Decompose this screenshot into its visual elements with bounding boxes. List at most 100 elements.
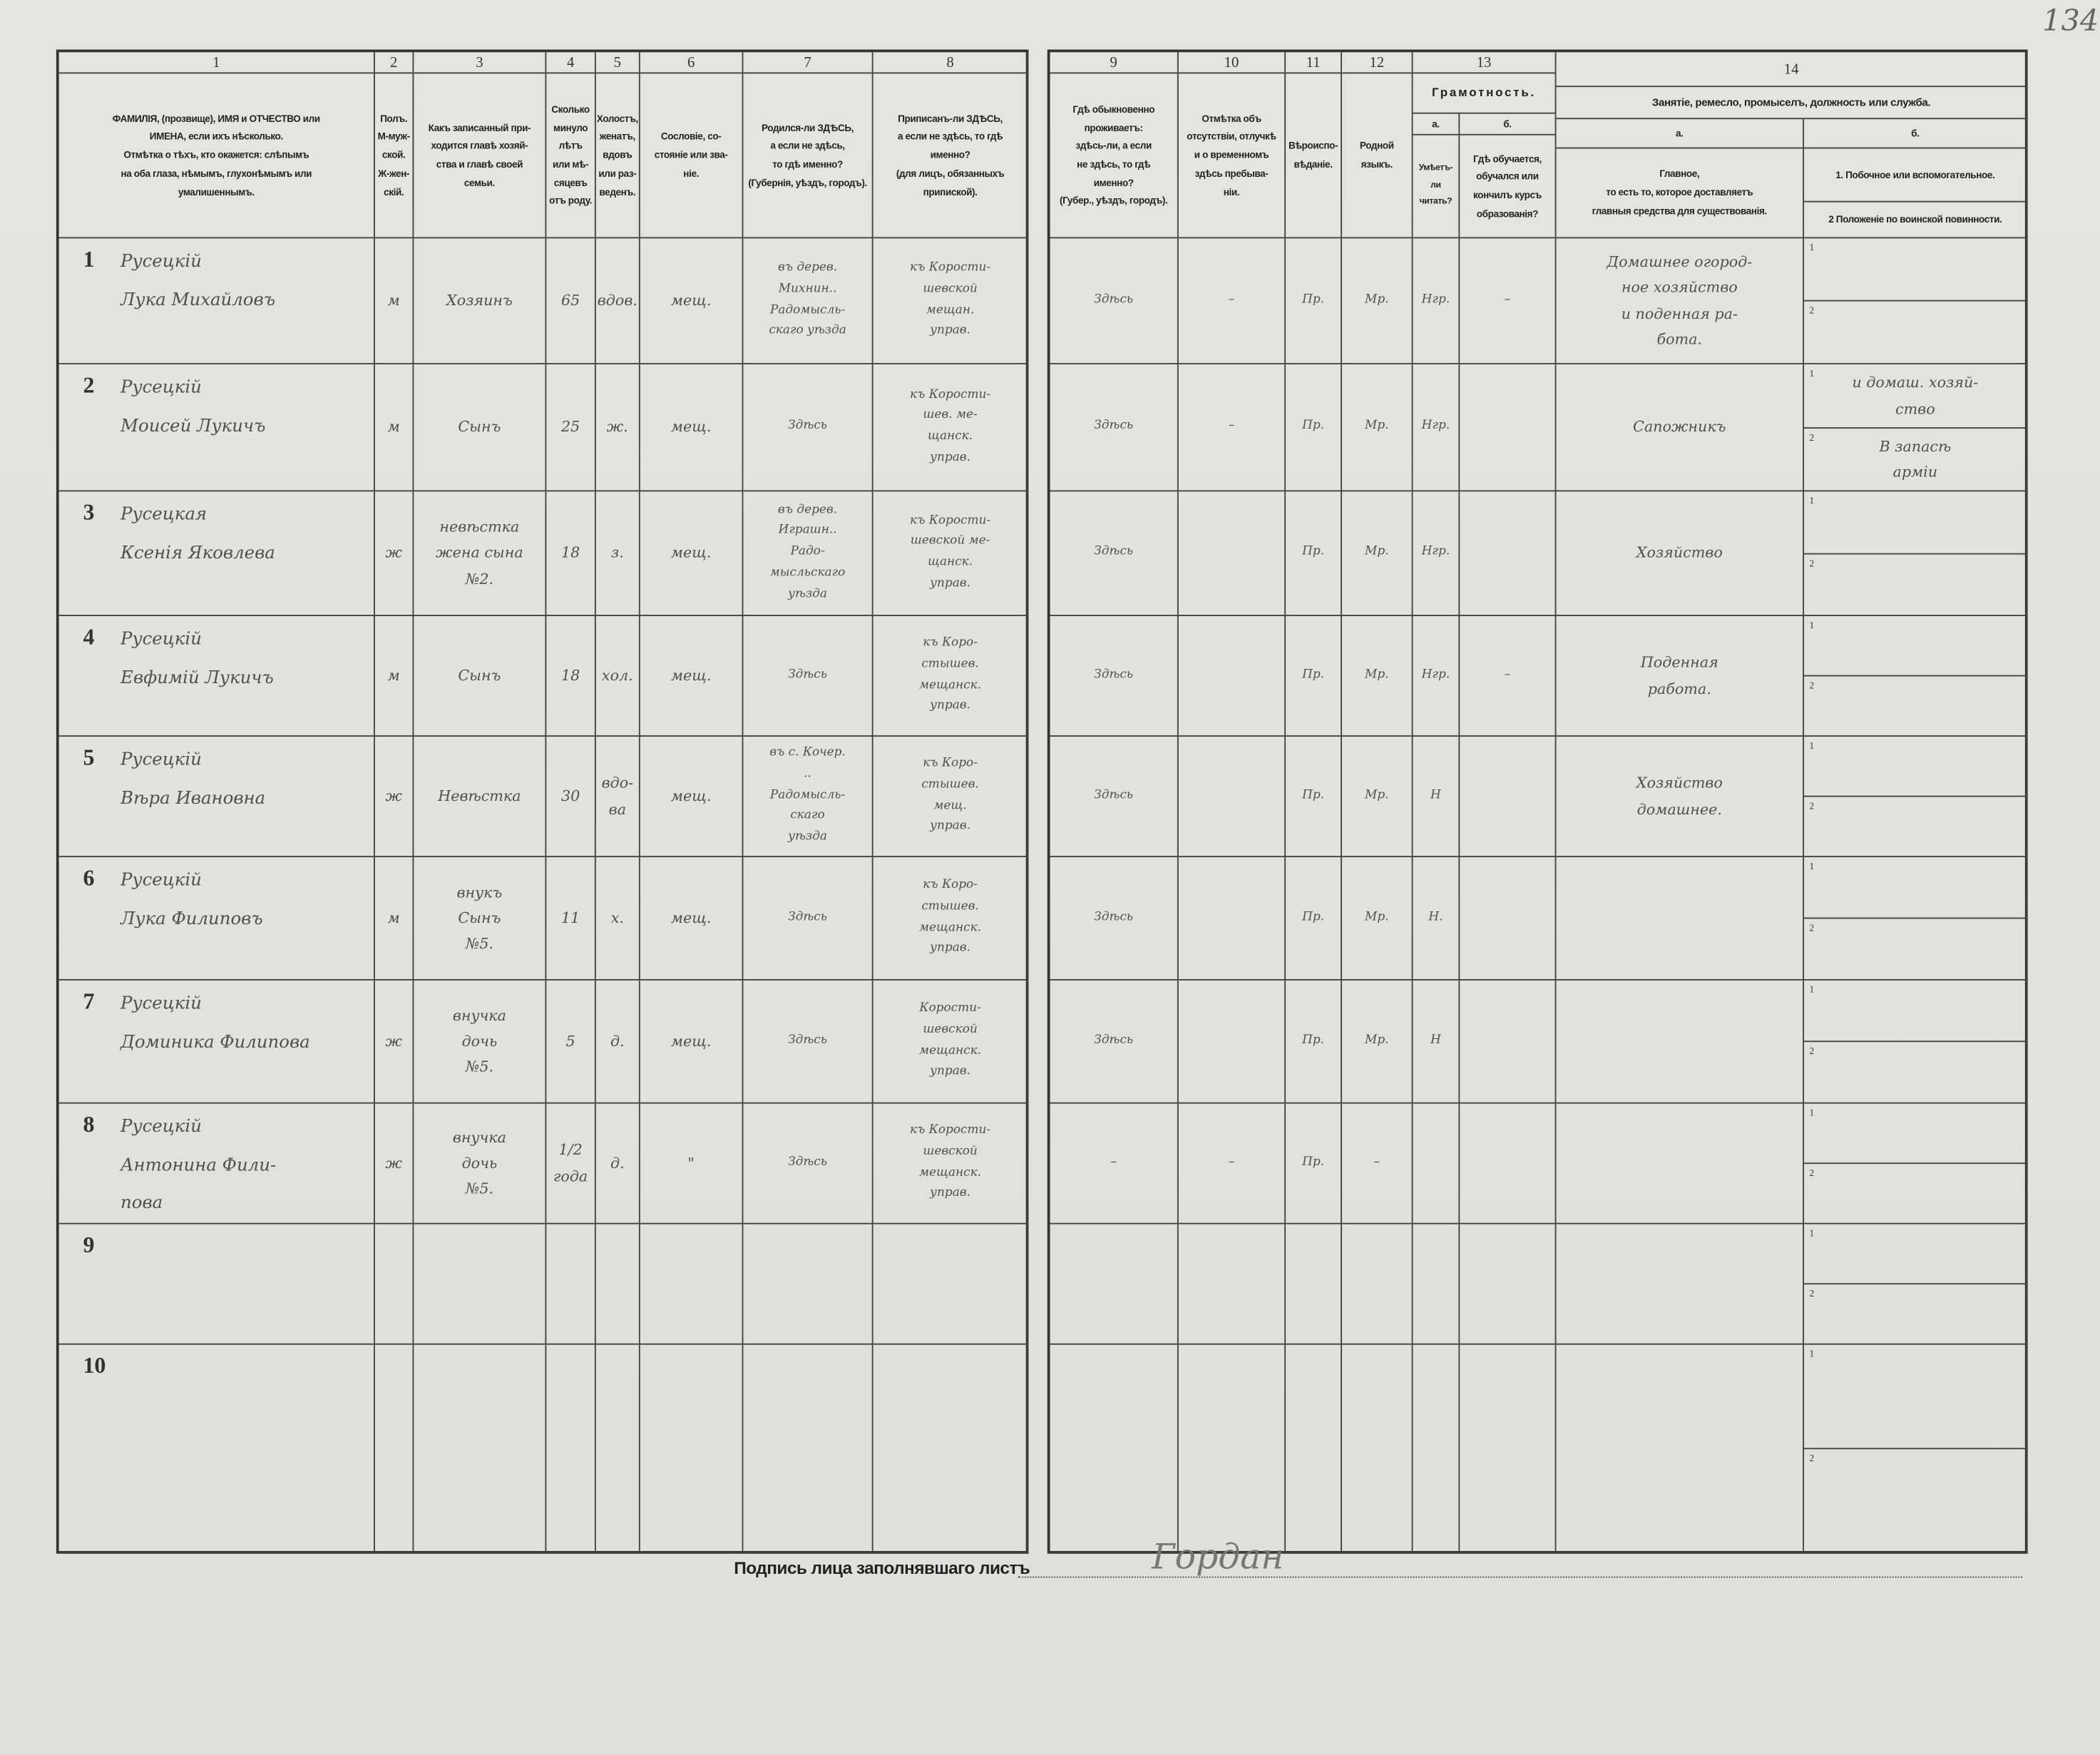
cell-registered-text: къ Коро- стышев. мещанск. управ. — [919, 636, 982, 713]
cell-language — [1341, 1224, 1413, 1345]
cell-can_read: Н — [1413, 737, 1460, 858]
subcolumn-label-text: а. — [1432, 117, 1440, 130]
cell-registered-text: къ Коро- стышев. мещанск. управ. — [919, 879, 982, 956]
cell-language: Мр. — [1341, 737, 1413, 858]
column-header: Полъ. М-муж- ской. Ж-жен- скій. — [374, 73, 414, 239]
cell-school — [1460, 857, 1557, 981]
cell-absence — [1178, 980, 1286, 1104]
cell-estate: мещ. — [640, 491, 744, 616]
column-number: 7 — [743, 52, 874, 74]
cell-estate: мещ. — [640, 364, 744, 492]
cell-marital-text: хол. — [601, 667, 633, 685]
cell-age: 18 — [546, 615, 596, 737]
column-number: 6 — [640, 52, 744, 74]
row-number: 9 — [83, 1232, 95, 1258]
cell-sex: ж — [374, 737, 414, 858]
cell-relation: внукъ Сынъ №5. — [414, 857, 547, 981]
cell-age-text: 18 — [560, 544, 580, 562]
cell-military: 2 В запасѣ арміи — [1803, 429, 2028, 492]
cell-marital: ж. — [595, 364, 640, 492]
cell-occ_main: Сапожникъ — [1556, 364, 1804, 492]
cell-occ_aux: 1 — [1803, 238, 2028, 302]
cell-registered — [873, 1224, 1029, 1345]
cell-can_read: Нгр. — [1413, 238, 1460, 364]
cell-language-text: Мр. — [1365, 545, 1389, 559]
cell-age-text: 11 — [560, 909, 580, 927]
cell-residence: Здѣсь — [1050, 491, 1179, 616]
column-header: Умѣетъ- ли читать? — [1413, 135, 1460, 239]
cell-estate — [640, 1344, 744, 1554]
column-header-text: Умѣетъ- ли читать? — [1418, 164, 1453, 207]
cell-estate: " — [640, 1103, 744, 1224]
person-name-cell: 2 Русецкій Моисей Лукичъ — [58, 364, 375, 492]
cell-school — [1460, 1224, 1557, 1345]
cell-language-text: Мр. — [1365, 788, 1389, 802]
column-header: Холостъ, женатъ, вдовъ или раз- веденъ. — [595, 73, 640, 239]
cell-sex-text: ж — [385, 1032, 402, 1050]
cell-sex-text: м — [387, 418, 400, 436]
cell-language: Мр. — [1341, 364, 1413, 492]
cell-estate: мещ. — [640, 238, 744, 364]
cell-sex — [374, 1344, 414, 1554]
cell-residence — [1050, 1224, 1179, 1345]
person-name: Русецкій Вѣра Ивановна — [121, 749, 266, 809]
cell-religion-text: Пр. — [1302, 788, 1325, 802]
cell-can_read-text: Н — [1430, 1033, 1441, 1048]
column-header: Приписанъ-ли ЗДѢСЬ, а если не здѣсь, то … — [873, 73, 1029, 239]
cell-occ_aux: 1 — [1803, 615, 2028, 677]
cell-school: – — [1460, 615, 1557, 737]
census-table-right: 9 Гдѣ обыкновенно проживаетъ: здѣсь-ли, а… — [1047, 49, 2028, 1554]
cell-religion: Пр. — [1286, 491, 1342, 616]
cell-military: 2 — [1803, 797, 2028, 858]
cell-marital-text: д. — [610, 1154, 625, 1172]
column-header-text: Родился-ли ЗДѢСЬ, а если не здѣсь, то гд… — [748, 121, 867, 189]
cell-marital-text: ж. — [606, 418, 628, 436]
subcolumn-label-text: б. — [1503, 117, 1512, 130]
cell-residence: Здѣсь — [1050, 238, 1179, 364]
cell-sex — [374, 1224, 414, 1345]
cell-can_read: Нгр. — [1413, 491, 1460, 616]
cell-military: 2 — [1803, 1284, 2028, 1345]
cell-birthplace-text: въ с. Кочер. .. Радомысль- скаго уѣзда — [769, 746, 846, 844]
column-header-text: Полъ. М-муж- ской. Ж-жен- скій. — [377, 112, 410, 198]
cell-sex-text: ж — [385, 1154, 402, 1172]
cell-religion-text: Пр. — [1302, 667, 1325, 682]
cell-language-text: – — [1373, 1155, 1381, 1169]
column-header: Гдѣ обучается, обучался или кончилъ курс… — [1460, 135, 1557, 239]
sub-label: 2 — [1809, 558, 1815, 570]
cell-relation: Сынъ — [414, 615, 547, 737]
cell-language: Мр. — [1341, 615, 1413, 737]
cell-occ_main: Поденная работа. — [1556, 615, 1804, 737]
cell-language-text: Мр. — [1365, 419, 1389, 433]
cell-occ_main: Хозяйство — [1556, 491, 1804, 616]
cell-birthplace-text: Здѣсь — [788, 1155, 827, 1169]
cell-absence: – — [1178, 238, 1286, 364]
cell-military: 2 — [1803, 919, 2028, 981]
cell-religion: Пр. — [1286, 737, 1342, 858]
cell-sex-text: м — [387, 667, 400, 685]
cell-registered-text: Корости- шевской мещанск. управ. — [919, 1001, 982, 1079]
cell-age: 30 — [546, 737, 596, 858]
cell-language: Мр. — [1341, 980, 1413, 1104]
column-header-text: Приписанъ-ли ЗДѢСЬ, а если не здѣсь, то … — [896, 112, 1005, 198]
cell-registered: къ Коро- стышев. мещ. управ. — [873, 737, 1029, 858]
sub-label: 1 — [1809, 368, 1815, 379]
cell-registered: Корости- шевской мещанск. управ. — [873, 980, 1029, 1104]
cell-absence-text: – — [1228, 1155, 1235, 1169]
cell-relation-text: невѣстка жена сына №2. — [436, 518, 523, 588]
cell-occ_main — [1556, 1344, 1804, 1554]
cell-registered: къ Корости- шев. ме- щанск. управ. — [873, 364, 1029, 492]
cell-can_read-text: Н. — [1428, 910, 1443, 924]
person-name-cell: 10 — [58, 1344, 375, 1554]
cell-age: 65 — [546, 238, 596, 364]
column-header: Гдѣ обыкновенно проживаетъ: здѣсь-ли, а … — [1050, 73, 1179, 239]
cell-registered-text: къ Корости- шев. ме- щанск. управ. — [910, 387, 991, 465]
row-number: 3 — [83, 499, 95, 526]
column-number-text: 14 — [1783, 61, 1799, 77]
cell-age-text: 65 — [560, 292, 580, 309]
cell-residence-text: Здѣсь — [1094, 292, 1134, 307]
column-number: 3 — [414, 52, 547, 74]
cell-occ_main — [1556, 1103, 1804, 1224]
cell-birthplace-text: въ дерев. Михнин.. Радомысль- скаго уѣзд… — [769, 261, 846, 338]
cell-registered: къ Коро- стышев. мещанск. управ. — [873, 615, 1029, 737]
